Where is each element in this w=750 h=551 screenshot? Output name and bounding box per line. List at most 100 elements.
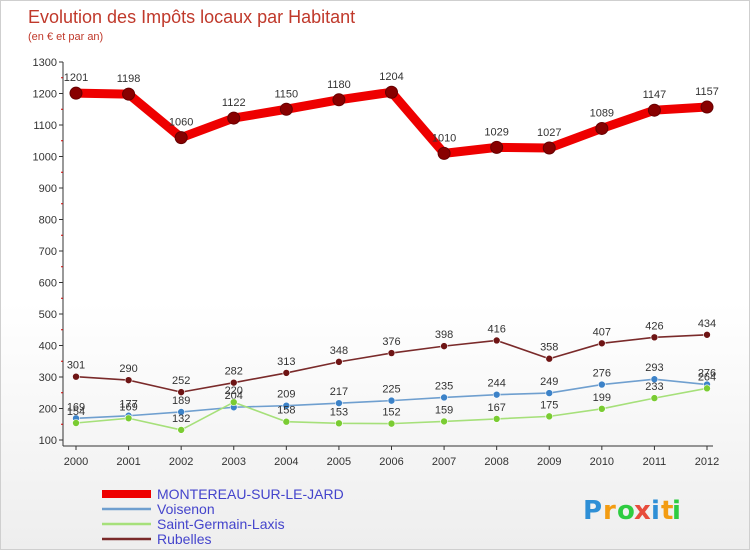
data-label: 264 bbox=[698, 371, 716, 383]
data-point bbox=[703, 330, 711, 339]
chart-subtitle: (en € et par an) bbox=[28, 31, 103, 43]
data-label: 169 bbox=[119, 401, 137, 413]
data-point bbox=[227, 111, 241, 125]
data-point bbox=[492, 336, 501, 345]
legend-label: Voisenon bbox=[157, 501, 215, 517]
y-tick-label: 1100 bbox=[33, 120, 57, 132]
data-label: 153 bbox=[330, 406, 348, 418]
data-point bbox=[545, 412, 554, 421]
data-label: 235 bbox=[435, 380, 453, 392]
data-point bbox=[122, 87, 136, 101]
data-point bbox=[177, 388, 185, 396]
x-tick-label: 2006 bbox=[379, 456, 403, 468]
data-label: 152 bbox=[382, 407, 400, 419]
data-point bbox=[598, 339, 606, 348]
data-point bbox=[72, 419, 80, 427]
x-tick-label: 2008 bbox=[484, 456, 508, 468]
data-label: 167 bbox=[487, 402, 505, 414]
legend-label: Rubelles bbox=[157, 531, 211, 547]
y-tick-label: 900 bbox=[39, 183, 57, 195]
y-tick-label: 500 bbox=[39, 309, 57, 321]
x-tick-label: 2007 bbox=[432, 456, 456, 468]
logo-letter: P bbox=[583, 496, 602, 526]
data-label: 1089 bbox=[590, 107, 614, 119]
series-montereau-sur-le-jard: 1201 1198 1060 1122 1150 1180 1204 1010 1029 1027… bbox=[64, 71, 719, 160]
data-label: 434 bbox=[698, 318, 716, 330]
data-label: 276 bbox=[698, 368, 716, 380]
data-point bbox=[177, 426, 185, 434]
logo-letter: r bbox=[603, 496, 616, 526]
y-tick-label: 700 bbox=[39, 246, 57, 258]
y-tick-label: 300 bbox=[39, 372, 57, 384]
data-point bbox=[387, 419, 396, 428]
data-label: 233 bbox=[645, 381, 663, 393]
y-tick-label: 1200 bbox=[33, 89, 57, 101]
data-label: 426 bbox=[645, 320, 663, 332]
data-label: 1029 bbox=[484, 126, 508, 138]
data-label: 189 bbox=[172, 395, 190, 407]
y-tick-label: 100 bbox=[39, 435, 57, 447]
data-point bbox=[282, 369, 291, 377]
data-point bbox=[700, 100, 714, 114]
data-point bbox=[335, 399, 343, 407]
data-label: 1204 bbox=[379, 71, 403, 83]
chart-legend: MONTEREAU-SUR-LE-JARDVoisenonSaint-Germa… bbox=[102, 486, 344, 547]
data-label: 252 bbox=[172, 375, 190, 387]
data-point bbox=[387, 396, 396, 405]
data-label: 132 bbox=[172, 413, 190, 425]
data-label: 225 bbox=[382, 384, 400, 396]
data-label: 1157 bbox=[695, 86, 719, 98]
data-point bbox=[124, 376, 133, 384]
data-point bbox=[335, 358, 343, 366]
data-label: 358 bbox=[540, 342, 558, 354]
data-point bbox=[335, 419, 343, 428]
data-point bbox=[279, 102, 293, 116]
data-point bbox=[174, 131, 188, 145]
x-tick-label: 2001 bbox=[116, 456, 140, 468]
data-point bbox=[440, 342, 448, 350]
data-label: 416 bbox=[487, 323, 505, 335]
data-label: 348 bbox=[330, 345, 348, 357]
data-point bbox=[703, 384, 711, 393]
x-tick-label: 2010 bbox=[590, 456, 614, 468]
y-tick-label: 600 bbox=[39, 278, 57, 290]
data-label: 159 bbox=[435, 404, 453, 416]
logo-letter: i bbox=[672, 496, 681, 526]
data-point bbox=[282, 401, 291, 410]
data-point bbox=[542, 141, 556, 155]
data-label: 158 bbox=[277, 405, 295, 417]
data-point bbox=[595, 121, 609, 135]
data-label: 1150 bbox=[275, 88, 299, 100]
data-label: 220 bbox=[225, 385, 243, 397]
data-label: 276 bbox=[593, 368, 611, 380]
data-point bbox=[440, 393, 448, 402]
data-label: 313 bbox=[277, 356, 295, 368]
data-label: 209 bbox=[277, 389, 295, 401]
data-point bbox=[124, 414, 133, 423]
data-point bbox=[437, 146, 451, 160]
y-tick-label: 800 bbox=[39, 215, 57, 227]
data-label: 1060 bbox=[169, 117, 193, 129]
x-tick-label: 2005 bbox=[327, 456, 351, 468]
data-point bbox=[282, 417, 291, 426]
data-point bbox=[598, 405, 606, 413]
data-point bbox=[492, 390, 501, 399]
legend-label: MONTEREAU-SUR-LE-JARD bbox=[157, 486, 344, 502]
data-point bbox=[490, 140, 504, 154]
series-rubelles: 301 290 252 282 313 348 376 398 416 358 407 426 434 bbox=[67, 318, 716, 396]
logo-letter: i bbox=[651, 496, 660, 526]
data-label: 1201 bbox=[64, 72, 88, 84]
legend-label: Saint-Germain-Laxis bbox=[157, 516, 285, 532]
data-point bbox=[440, 417, 448, 426]
data-point bbox=[650, 375, 659, 384]
x-tick-label: 2003 bbox=[222, 456, 246, 468]
data-point bbox=[650, 333, 659, 342]
data-label: 1122 bbox=[222, 97, 246, 109]
data-label: 407 bbox=[593, 326, 611, 338]
data-point bbox=[69, 86, 83, 100]
data-point bbox=[545, 389, 554, 397]
data-point bbox=[545, 354, 554, 363]
data-label: 217 bbox=[330, 386, 348, 398]
